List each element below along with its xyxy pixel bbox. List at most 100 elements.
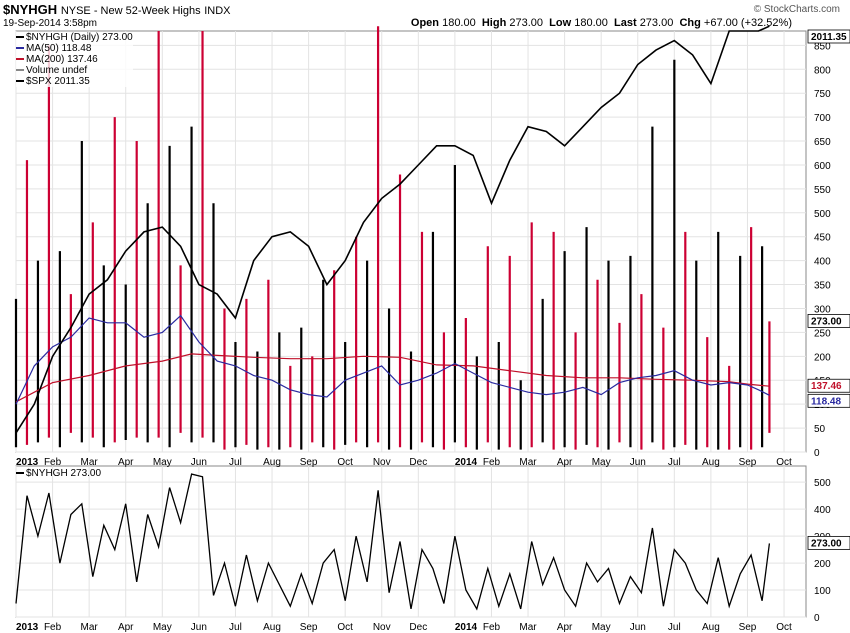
lower-x-tick-label: Feb [483, 622, 501, 633]
lower-x-tick-label: May [592, 622, 611, 633]
exchange-title: NYSE - New 52-Week Highs [60, 5, 201, 17]
watermark: © StockCharts.com [753, 4, 840, 15]
lower-x-tick-label: Apr [557, 622, 573, 633]
lower-x-tick-label: Jun [191, 622, 207, 633]
main-y-tick-label: 500 [814, 209, 831, 220]
legend-spx: $SPX 2011.35 [16, 76, 133, 87]
lower-y-tick-label: 400 [814, 505, 831, 516]
lower-y-tick-label: 500 [814, 478, 831, 489]
lower-y-tick-label: 100 [814, 586, 831, 597]
main-x-tick-label: Feb [483, 457, 501, 468]
main-x-tick-label: Apr [557, 457, 573, 468]
open-value: 180.00 [442, 17, 476, 29]
lower-last-badge-box [807, 535, 850, 550]
main-x-tick-label: Aug [263, 457, 281, 468]
low-value: 180.00 [574, 17, 608, 29]
lower-x-tick-label: Oct [776, 622, 792, 633]
lower-x-tick-label: Feb [44, 622, 62, 633]
main-x-tick-label: Jun [191, 457, 207, 468]
chg-value: +67.00 (+32.52%) [703, 17, 792, 29]
main-y-tick-label: 550 [814, 185, 831, 196]
lower-y-tick-label: 200 [814, 559, 831, 570]
lower-x-tick-label: Sep [739, 622, 757, 633]
lower-x-tick-label: Aug [263, 622, 281, 633]
lower-x-tick-label: Sep [300, 622, 318, 633]
spx-badge: 2011.35 [811, 32, 847, 43]
legend-volume: Volume undef [16, 65, 133, 76]
main-x-tick-label: May [592, 457, 611, 468]
main-y-tick-label: 650 [814, 137, 831, 148]
main-x-tick-label: Mar [81, 457, 99, 468]
main-x-tick-label: Sep [300, 457, 318, 468]
instrument-type: INDX [204, 5, 231, 17]
lower-x-tick-label: Mar [519, 622, 537, 633]
main-y-tick-label: 800 [814, 65, 831, 76]
lower-x-tick-label: Nov [373, 622, 391, 633]
main-y-tick-label: 50 [814, 424, 826, 435]
main-x-tick-label: Mar [519, 457, 537, 468]
main-y-tick-label: 750 [814, 89, 831, 100]
lower-x-tick-label: Dec [409, 622, 427, 633]
lower-x-tick-label: Jun [630, 622, 646, 633]
lower-x-tick-label: Aug [702, 622, 720, 633]
legend-main: $NYHGH (Daily) 273.00 [16, 32, 133, 43]
legend-ma50: MA(50) 118.48 [16, 43, 133, 54]
legend-ma200: MA(200) 137.46 [16, 54, 133, 65]
last-badge-box [807, 313, 850, 328]
main-x-tick-label: Sep [739, 457, 757, 468]
main-x-tick-label: Aug [702, 457, 720, 468]
lower-x-tick-label: Mar [81, 622, 99, 633]
lower-panel-frame [15, 465, 807, 618]
main-x-tick-label: 2014 [455, 457, 478, 468]
lower-x-tick-label: Jul [229, 622, 242, 633]
main-y-tick-label: 600 [814, 161, 831, 172]
lower-x-tick-label: 2014 [455, 622, 478, 633]
main-y-tick-label: 300 [814, 304, 831, 315]
quote-bar: Open 180.00 High 273.00 Low 180.00 Last … [411, 17, 792, 29]
main-y-tick-label: 0 [814, 448, 820, 459]
timestamp: 19-Sep-2014 3:58pm [3, 18, 97, 29]
main-x-tick-label: Feb [44, 457, 62, 468]
main-x-tick-label: Jul [229, 457, 242, 468]
ma50-badge-box [807, 393, 850, 408]
lower-x-tick-label: Jul [668, 622, 681, 633]
main-x-tick-label: Apr [118, 457, 134, 468]
lower-x-tick-label: 2013 [16, 622, 39, 633]
main-x-tick-label: Nov [373, 457, 391, 468]
main-y-tick-label: 700 [814, 113, 831, 124]
ma50-badge: 118.48 [811, 396, 841, 407]
open-label: Open [410, 17, 440, 29]
lower-x-tick-label: Oct [337, 622, 353, 633]
last-badge: 273.00 [811, 316, 842, 327]
chg-label: Chg [679, 17, 701, 29]
main-y-tick-label: 350 [814, 281, 831, 292]
last-value: 273.00 [639, 17, 674, 29]
ma200-badge: 137.46 [811, 381, 842, 392]
lower-y-tick-label: 0 [814, 613, 820, 624]
main-y-tick-label: 400 [814, 257, 831, 268]
main-x-tick-label: Oct [337, 457, 353, 468]
lower-x-tick-label: May [153, 622, 172, 633]
main-y-tick-label: 850 [814, 41, 831, 52]
main-y-tick-label: 450 [814, 233, 831, 244]
lower-nyhgh-line [15, 473, 771, 611]
spx-badge-box [807, 29, 850, 44]
high-value: 273.00 [509, 17, 544, 29]
high-label: High [481, 17, 507, 29]
lower-x-tick-label: Apr [118, 622, 134, 633]
main-x-tick-label: Jun [630, 457, 646, 468]
ma50-line [15, 314, 770, 405]
main-x-tick-label: Oct [776, 457, 792, 468]
main-x-tick-label: Dec [409, 457, 427, 468]
main-x-tick-label: May [153, 457, 172, 468]
main-x-tick-label: 2013 [16, 457, 39, 468]
low-label: Low [549, 17, 572, 29]
main-x-tick-label: Jul [668, 457, 681, 468]
ma200-line [15, 353, 770, 403]
main-y-tick-label: 200 [814, 352, 831, 363]
symbol-title: $NYHGH NYSE - New 52-Week Highs INDX [3, 2, 231, 17]
ma200-badge-box [807, 378, 850, 393]
main-y-tick-label: 250 [814, 328, 831, 339]
lower-last-badge: 273.00 [811, 538, 842, 549]
